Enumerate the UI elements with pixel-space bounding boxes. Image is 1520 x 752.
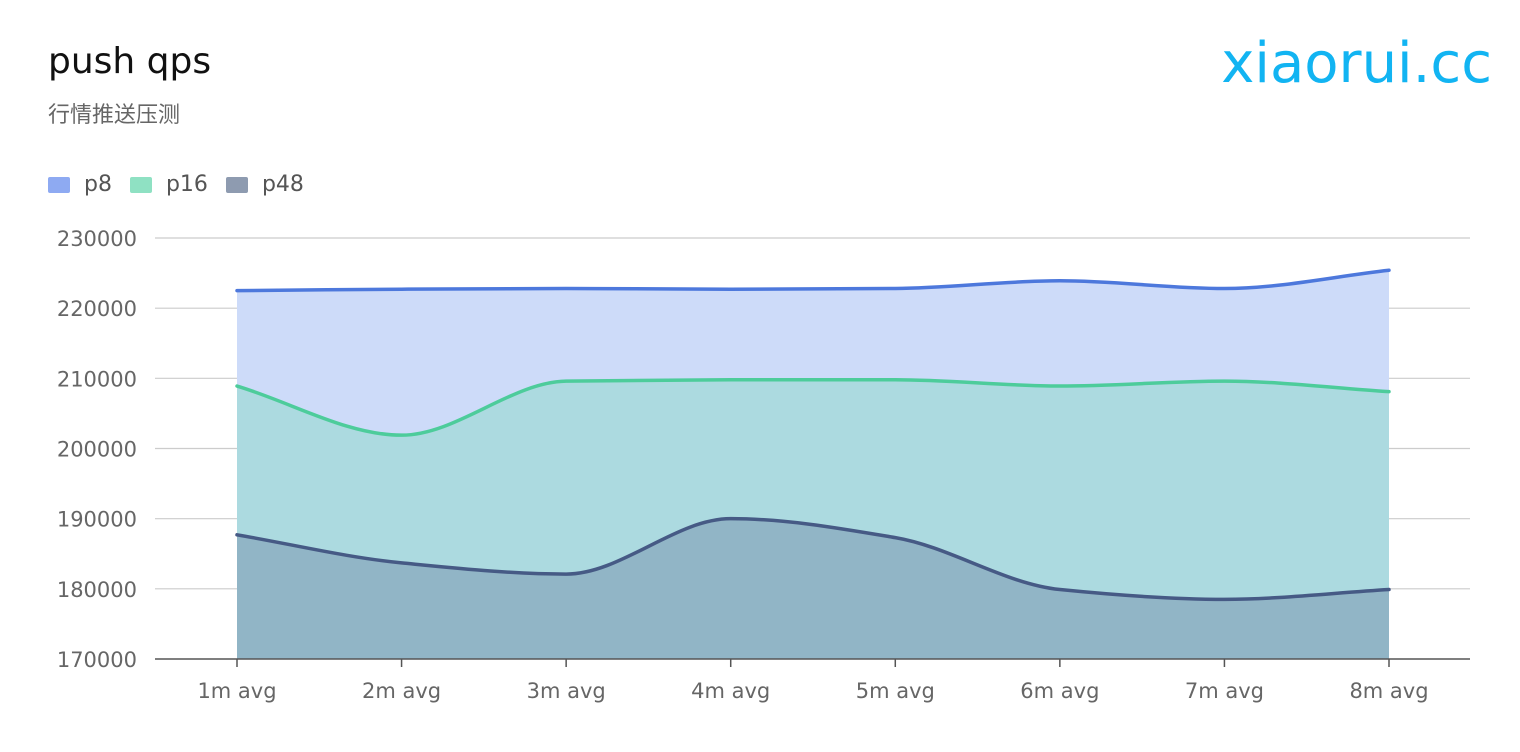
legend-swatch-p48 [225,177,248,193]
x-tick-label: 2m avg [362,679,441,703]
y-tick-label: 180000 [57,578,137,602]
series-areas [237,270,1389,659]
legend: p8 p16 p48 [48,172,322,198]
legend-swatch-p8 [48,177,70,193]
x-tick-label: 7m avg [1185,679,1264,703]
y-tick-label: 210000 [57,367,137,391]
legend-item-p8[interactable]: p8 [48,172,112,198]
watermark-text: xiaorui.cc [1221,31,1492,96]
series-area-p48 [237,518,1389,659]
y-tick-label: 230000 [57,227,137,251]
x-tick-label: 4m avg [691,679,770,703]
series-line-p16[interactable] [235,377,1391,437]
legend-label-p8: p8 [84,172,112,197]
y-tick-label: 220000 [57,297,137,321]
series-lines [235,268,1391,602]
x-tick-label: 1m avg [197,679,276,703]
series-line-p48[interactable] [235,516,1391,602]
chart-title: push qps [48,41,212,82]
axes [155,658,1470,667]
y-tick-label: 170000 [57,648,137,672]
y-tick-label: 190000 [57,508,137,532]
x-tick-label: 5m avg [856,679,935,703]
legend-swatch-p16 [129,177,152,193]
y-tick-label: 200000 [57,438,137,462]
x-tick-label: 8m avg [1349,679,1428,703]
series-line-p8[interactable] [235,268,1391,293]
legend-label-p48: p48 [261,172,304,197]
axis-labels: 170000 180000 190000 200000 210000 220000 2300… [57,227,1429,703]
legend-item-p48[interactable]: p48 [225,172,304,198]
legend-label-p16: p16 [165,172,208,197]
x-tick-label: 3m avg [527,679,606,703]
chart-subtitle: 行情推送压测 [48,103,181,128]
x-tick-label: 6m avg [1020,679,1099,703]
legend-item-p16[interactable]: p16 [129,172,208,198]
